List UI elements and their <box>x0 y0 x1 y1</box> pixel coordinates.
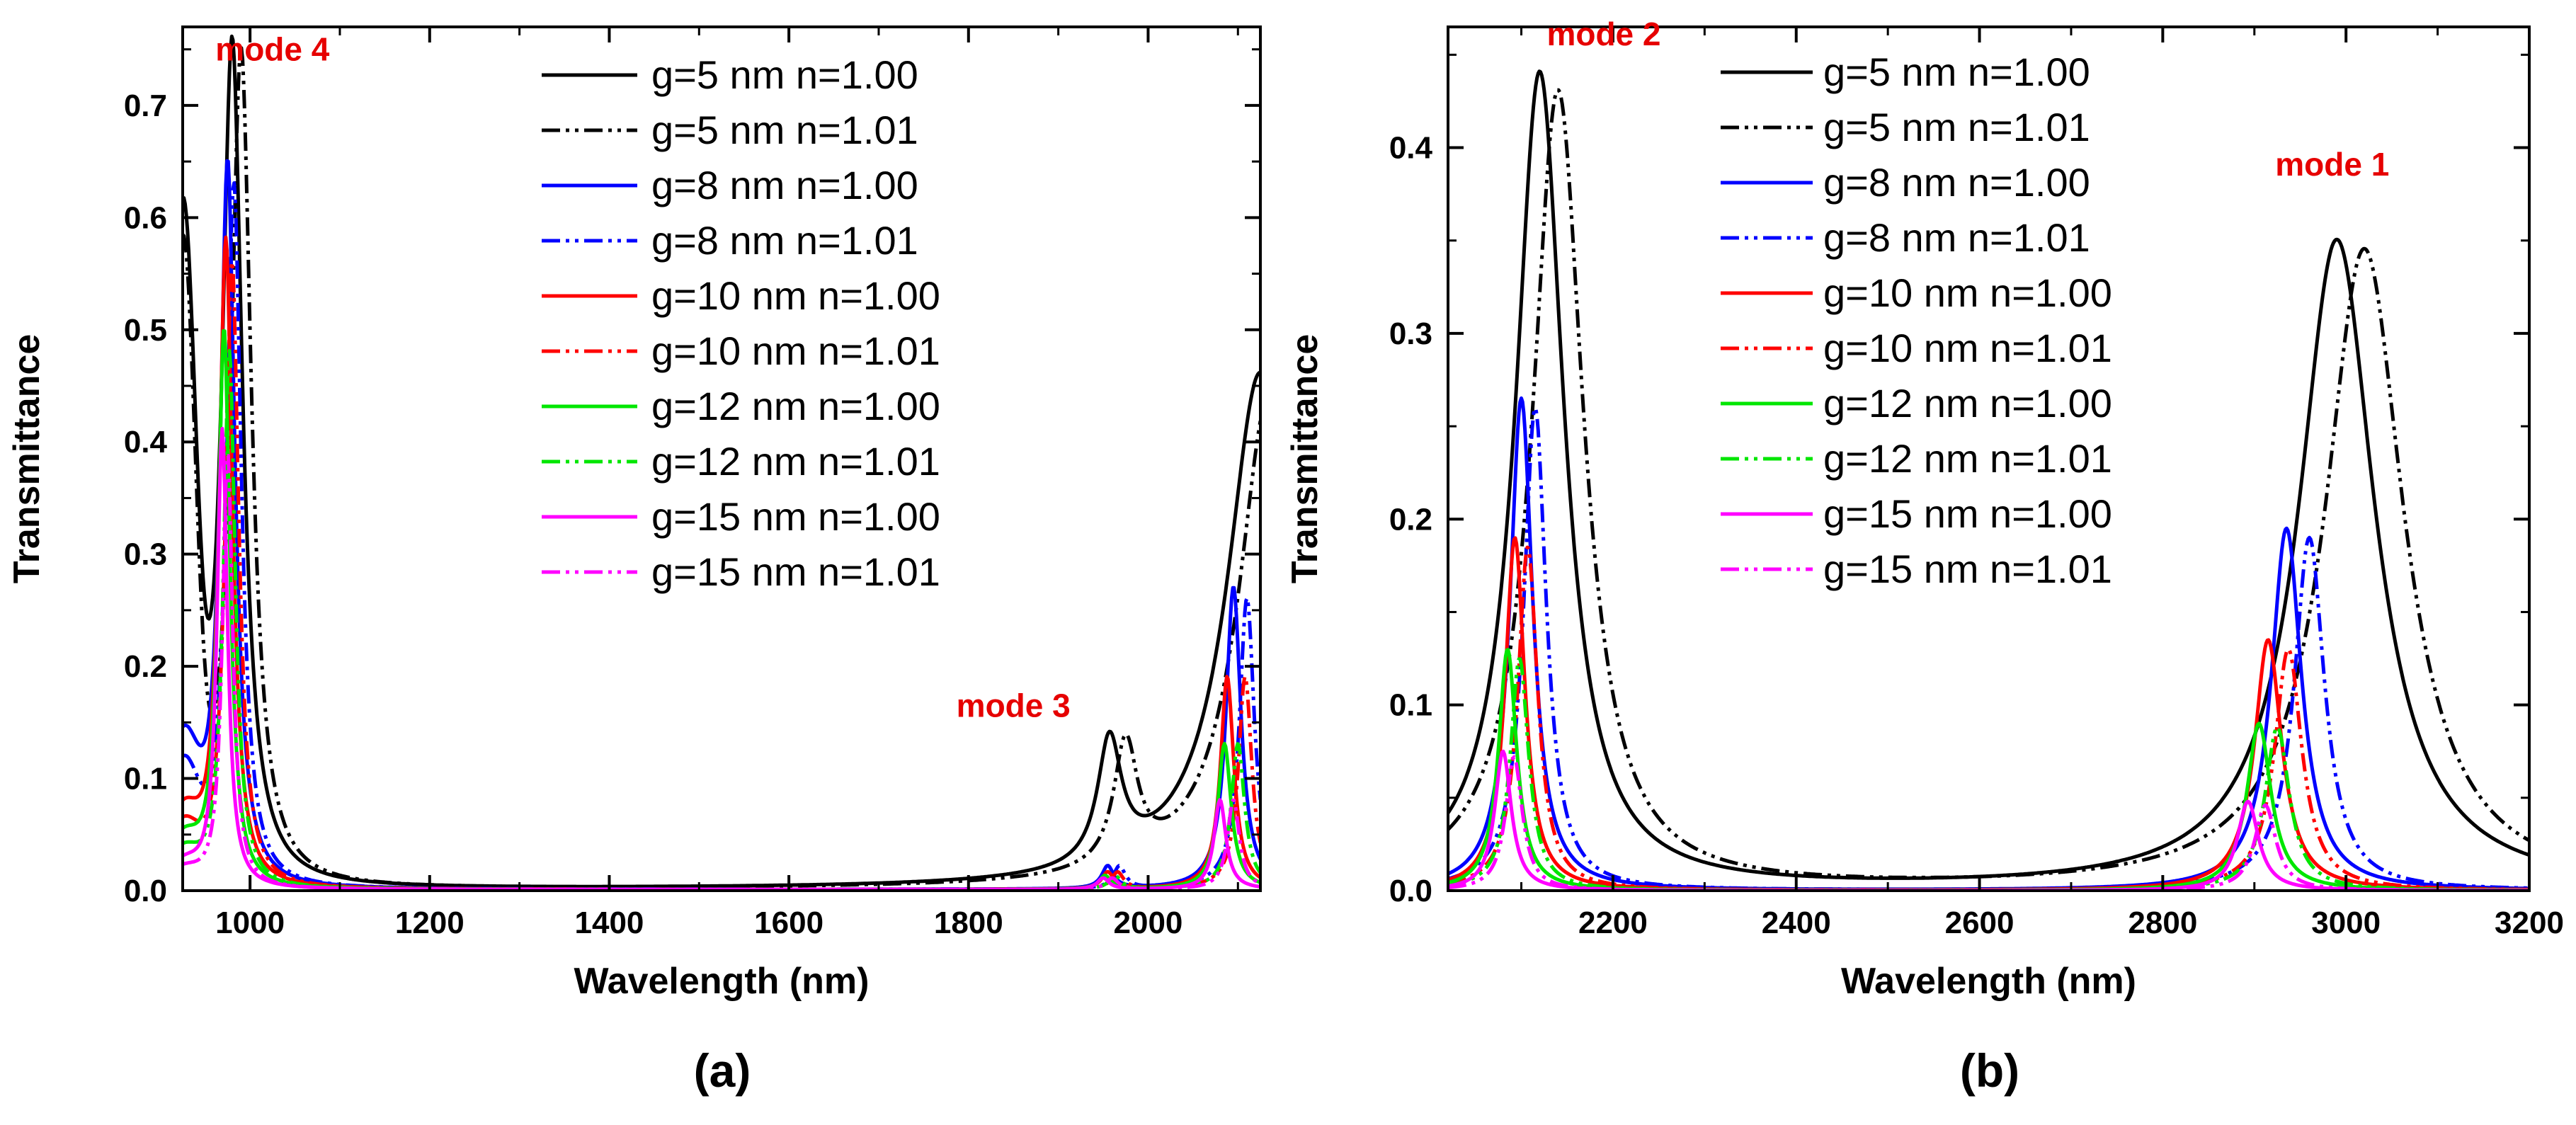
x-tick-label: 2400 <box>1762 906 1831 940</box>
legend-label: g=10 nm n=1.00 <box>651 273 940 318</box>
legend-label: g=12 nm n=1.01 <box>1823 436 2112 481</box>
y-axis-title: Transmittance <box>1284 334 1326 584</box>
y-tick-label: 0.4 <box>124 425 168 459</box>
x-tick-label: 1200 <box>395 906 465 940</box>
x-tick-label: 3200 <box>2495 906 2564 940</box>
mode-annotation: mode 2 <box>1546 16 1660 52</box>
series-line <box>1448 657 2529 891</box>
series-line <box>183 46 1260 889</box>
legend-label: g=5 nm n=1.01 <box>651 108 918 152</box>
y-tick-label: 0.6 <box>124 200 167 235</box>
plot-frame <box>181 25 1262 892</box>
y-tick-label: 0.3 <box>124 537 167 572</box>
mode-annotation: mode 3 <box>957 687 1071 724</box>
y-axis-title: Transmittance <box>6 334 47 584</box>
legend-label: g=8 nm n=1.00 <box>651 163 918 207</box>
legend-label: g=8 nm n=1.01 <box>1823 215 2090 260</box>
legend: g=5 nm n=1.00 g=5 nm n=1.01 g=8 nm n=1.00 g… <box>1721 50 2112 591</box>
legend-label: g=8 nm n=1.01 <box>651 218 918 263</box>
legend-label: g=15 nm n=1.00 <box>1823 491 2112 536</box>
legend-label: g=15 nm n=1.01 <box>1823 547 2112 591</box>
y-tick-label: 0.0 <box>1389 874 1432 908</box>
legend-label: g=10 nm n=1.01 <box>651 329 940 373</box>
y-tick-label: 0.2 <box>1389 502 1432 537</box>
series-line <box>183 454 1260 891</box>
x-tick-label: 1600 <box>754 906 823 940</box>
mode-annotation: mode 4 <box>215 31 329 68</box>
series-line <box>1448 88 2529 879</box>
x-tick-label: 1400 <box>575 906 644 940</box>
legend-label: g=5 nm n=1.01 <box>1823 105 2090 149</box>
panel-label: (a) <box>694 1044 751 1097</box>
x-tick-label: 2200 <box>1578 906 1648 940</box>
series-line <box>1448 545 2529 891</box>
chart-panel-a: 1000 1200 1400 1600 1800 2000 0.0 0.1 0.2 0.3 0.4 0… <box>6 25 1262 1097</box>
legend: g=5 nm n=1.00 g=5 nm n=1.01 g=8 nm n=1.00 g… <box>542 52 940 594</box>
y-tick-label: 0.4 <box>1389 131 1433 166</box>
x-tick-label: 2800 <box>2128 906 2197 940</box>
series-line <box>183 348 1260 891</box>
x-axis-title: Wavelength (nm) <box>574 961 870 1002</box>
y-tick-label: 0.5 <box>124 313 167 348</box>
legend-label: g=12 nm n=1.00 <box>651 384 940 428</box>
x-tick-label: 3000 <box>2311 906 2381 940</box>
legend-label: g=15 nm n=1.01 <box>651 549 940 594</box>
legend-label: g=10 nm n=1.01 <box>1823 326 2112 370</box>
x-tick-label: 1000 <box>215 906 285 940</box>
y-tick-label: 0.0 <box>124 874 167 908</box>
legend-label: g=8 nm n=1.00 <box>1823 160 2090 205</box>
plot-frame <box>1447 25 2531 892</box>
legend-label: g=12 nm n=1.00 <box>1823 381 2112 426</box>
legend-label: g=12 nm n=1.01 <box>651 439 940 484</box>
series-line <box>1448 755 2529 891</box>
legend-label: g=5 nm n=1.00 <box>651 52 918 97</box>
y-tick-label: 0.1 <box>124 762 167 796</box>
x-axis-title: Wavelength (nm) <box>1841 961 2136 1002</box>
x-tick-label: 2000 <box>1114 906 1183 940</box>
legend-label: g=5 nm n=1.00 <box>1823 50 2090 94</box>
chart-panel-b: 2200 2400 2600 2800 3000 3200 0.0 0.1 0.2 0.3 0.4 W… <box>1284 16 2564 1097</box>
x-tick-label: 2600 <box>1945 906 2014 940</box>
y-tick-label: 0.2 <box>124 649 167 684</box>
legend-label: g=15 nm n=1.00 <box>651 494 940 539</box>
y-tick-label: 0.7 <box>124 88 167 123</box>
y-tick-label: 0.1 <box>1389 688 1432 723</box>
x-tick-label: 1800 <box>934 906 1003 940</box>
mode-annotation: mode 1 <box>2275 146 2389 183</box>
y-tick-label: 0.3 <box>1389 316 1432 351</box>
panel-label: (b) <box>1960 1044 2019 1097</box>
legend-label: g=10 nm n=1.00 <box>1823 270 2112 315</box>
